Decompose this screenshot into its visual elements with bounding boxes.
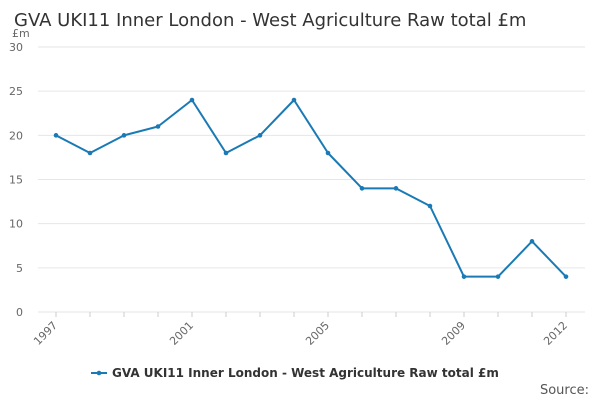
x-tick-label: 2009 bbox=[439, 319, 468, 348]
data-point[interactable] bbox=[189, 97, 195, 103]
data-point[interactable] bbox=[121, 133, 127, 138]
data-point[interactable] bbox=[223, 150, 229, 156]
y-tick-label: 15 bbox=[9, 174, 23, 187]
data-point[interactable] bbox=[461, 274, 467, 279]
series-line bbox=[55, 99, 567, 278]
y-axis-unit-label: £m bbox=[12, 27, 30, 40]
y-tick-label: 20 bbox=[9, 129, 23, 142]
y-tick-label: 5 bbox=[16, 262, 23, 275]
x-tick-label: 2001 bbox=[167, 319, 196, 348]
data-point[interactable] bbox=[529, 239, 535, 244]
x-tick-label: 2012 bbox=[541, 319, 570, 348]
legend[interactable]: GVA UKI11 Inner London - West Agricultur… bbox=[91, 366, 499, 380]
gridlines bbox=[38, 46, 585, 313]
data-point[interactable] bbox=[393, 186, 399, 191]
y-tick-label: 30 bbox=[9, 41, 23, 54]
data-point[interactable] bbox=[427, 203, 433, 209]
y-axis-ticks: 0 5 10 15 20 25 30 bbox=[9, 41, 23, 319]
y-tick-label: 0 bbox=[16, 306, 23, 319]
data-point[interactable] bbox=[257, 133, 263, 138]
data-point[interactable] bbox=[87, 150, 93, 156]
data-point[interactable] bbox=[325, 150, 331, 156]
x-tick-label: 2005 bbox=[303, 319, 332, 348]
series-layer bbox=[53, 97, 569, 279]
source-label: Source: bbox=[540, 383, 589, 398]
data-point[interactable] bbox=[155, 124, 161, 129]
legend-swatch-point bbox=[96, 370, 102, 376]
data-point[interactable] bbox=[563, 274, 569, 279]
x-tick-label: 1997 bbox=[31, 319, 60, 348]
chart-title: GVA UKI11 Inner London - West Agricultur… bbox=[14, 10, 526, 31]
data-point[interactable] bbox=[291, 97, 297, 103]
data-point[interactable] bbox=[359, 186, 365, 191]
x-axis: 1997 2001 2005 2009 2012 bbox=[31, 312, 570, 348]
y-tick-label: 10 bbox=[9, 218, 23, 231]
legend-label[interactable]: GVA UKI11 Inner London - West Agricultur… bbox=[112, 366, 499, 380]
y-tick-label: 25 bbox=[9, 85, 23, 98]
data-point[interactable] bbox=[53, 133, 59, 138]
data-point[interactable] bbox=[495, 274, 501, 279]
